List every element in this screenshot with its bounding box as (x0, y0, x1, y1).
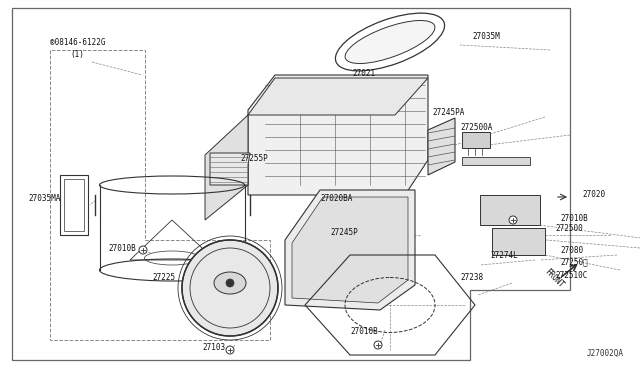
Text: 27245PA: 27245PA (432, 108, 465, 116)
Text: FRONT: FRONT (543, 267, 566, 289)
Text: 27035MA: 27035MA (28, 193, 60, 202)
Ellipse shape (345, 20, 435, 64)
Text: 27080: 27080 (560, 246, 583, 254)
Text: 272500A: 272500A (460, 122, 492, 131)
Text: 27020: 27020 (582, 189, 605, 199)
Polygon shape (248, 75, 428, 195)
Polygon shape (428, 118, 455, 175)
Polygon shape (292, 197, 408, 303)
Text: 272500: 272500 (555, 224, 583, 232)
Circle shape (509, 216, 517, 224)
Polygon shape (492, 228, 545, 255)
Text: 272510C: 272510C (555, 270, 588, 279)
Polygon shape (480, 195, 540, 225)
Polygon shape (462, 157, 530, 165)
Polygon shape (462, 132, 490, 148)
Circle shape (182, 240, 278, 336)
Polygon shape (205, 115, 248, 220)
Text: 27225: 27225 (152, 273, 175, 282)
Text: 27020BA: 27020BA (320, 193, 353, 202)
Circle shape (226, 346, 234, 354)
Text: 27238: 27238 (460, 273, 483, 282)
Circle shape (226, 279, 234, 287)
Text: J27002QA: J27002QA (587, 349, 624, 358)
Polygon shape (210, 153, 250, 185)
Text: ®08146-6122G: ®08146-6122G (50, 38, 106, 46)
Text: 27103: 27103 (202, 343, 225, 353)
Circle shape (374, 341, 382, 349)
Text: 27010B: 27010B (350, 327, 378, 337)
Polygon shape (248, 78, 428, 115)
Text: 27010B: 27010B (108, 244, 136, 253)
Text: 27245P: 27245P (330, 228, 358, 237)
Text: 27250ᴅ: 27250ᴅ (560, 257, 588, 266)
Polygon shape (285, 190, 415, 310)
Ellipse shape (214, 272, 246, 294)
Text: (1): (1) (70, 49, 84, 58)
Text: 27255P: 27255P (240, 154, 268, 163)
Text: 27021: 27021 (352, 68, 375, 77)
Text: 27274L: 27274L (490, 250, 518, 260)
Text: 27010B: 27010B (560, 214, 588, 222)
Text: 27035M: 27035M (472, 32, 500, 41)
Circle shape (139, 246, 147, 254)
